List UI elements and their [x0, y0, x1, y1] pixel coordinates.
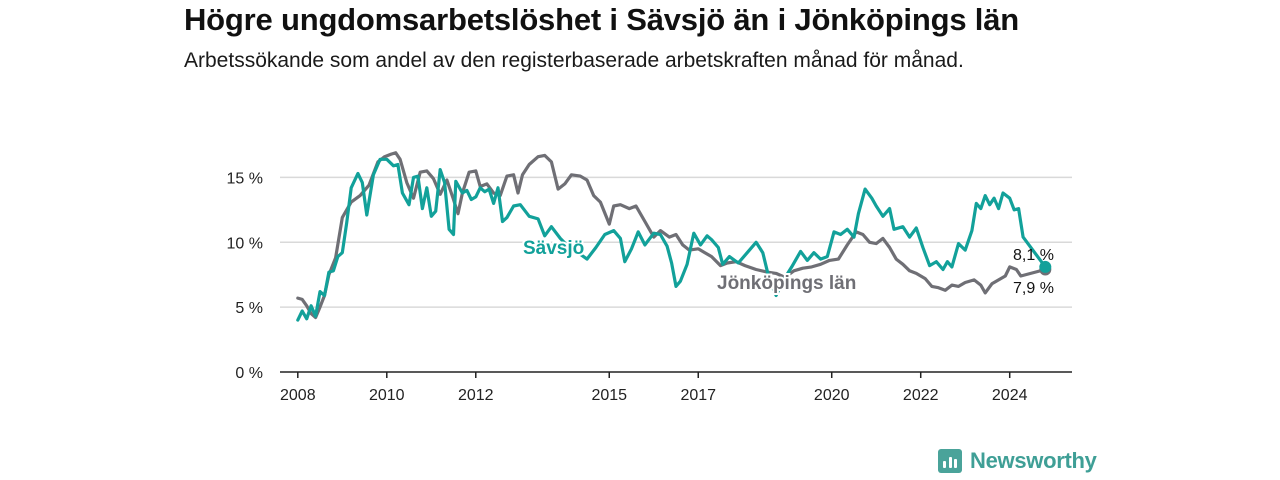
series-label-jonkopings-lan: Jönköpings län	[717, 273, 856, 294]
y-tick-label: 15 %	[227, 170, 263, 187]
x-tick-label: 2012	[458, 387, 494, 404]
end-point-savsjo	[1039, 260, 1052, 273]
series-line-jonkopings-lan	[296, 151, 1047, 320]
x-tick-label: 2008	[280, 387, 316, 404]
y-tick-label: 10 %	[227, 235, 263, 252]
x-tick-label: 2010	[369, 387, 405, 404]
series-line-savsjo	[296, 157, 1047, 322]
brand-name: Newsworthy	[970, 448, 1097, 473]
end-value-savsjo: 8,1 %	[1013, 247, 1054, 264]
chart-title: Högre ungdomsarbetslöshet i Sävsjö än i …	[184, 2, 1019, 37]
x-tick-label: 2020	[814, 387, 850, 404]
x-tick-label: 2015	[591, 387, 627, 404]
x-tick-label: 2022	[903, 387, 939, 404]
chart-subtitle: Arbetssökande som andel av den registerb…	[184, 49, 964, 72]
x-tick-label: 2024	[992, 387, 1028, 404]
bar-chart-icon	[938, 449, 962, 473]
y-tick-label: 5 %	[235, 300, 263, 317]
x-tick-label: 2017	[680, 387, 716, 404]
series-label-savsjo: Sävsjö	[523, 238, 584, 259]
y-tick-label: 0 %	[235, 365, 263, 382]
newsworthy-logo: Newsworthy	[938, 448, 1097, 474]
end-value-jonkopings-lan: 7,9 %	[1013, 280, 1054, 297]
